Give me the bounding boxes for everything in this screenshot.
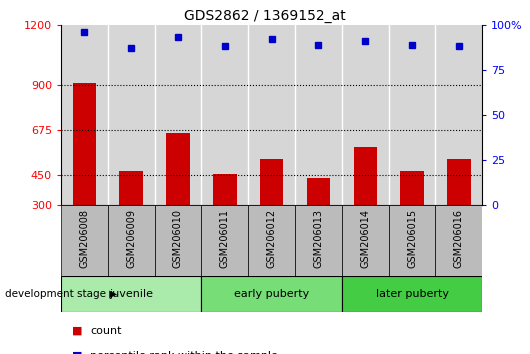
FancyBboxPatch shape [248, 205, 295, 276]
Bar [108, 25, 155, 205]
Bar [400, 171, 424, 266]
Bar [295, 25, 342, 205]
Bar [307, 178, 330, 266]
Text: GSM206010: GSM206010 [173, 209, 183, 268]
Text: GSM206013: GSM206013 [313, 209, 323, 268]
Bar [354, 147, 377, 266]
Text: ■: ■ [72, 326, 82, 336]
Bar [73, 83, 96, 266]
Bar [248, 25, 295, 205]
FancyBboxPatch shape [295, 205, 342, 276]
FancyBboxPatch shape [108, 205, 155, 276]
Bar [166, 133, 190, 266]
Bar [201, 25, 248, 205]
FancyBboxPatch shape [201, 276, 342, 312]
FancyBboxPatch shape [61, 205, 108, 276]
Bar [61, 25, 108, 205]
Text: development stage ▶: development stage ▶ [5, 289, 118, 299]
Text: count: count [90, 326, 121, 336]
Bar [388, 25, 436, 205]
Text: juvenile: juvenile [109, 289, 153, 299]
Text: GSM206015: GSM206015 [407, 209, 417, 268]
Text: percentile rank within the sample: percentile rank within the sample [90, 351, 278, 354]
Bar [436, 25, 482, 205]
Bar [155, 25, 201, 205]
Text: GDS2862 / 1369152_at: GDS2862 / 1369152_at [184, 9, 346, 23]
Text: GSM206009: GSM206009 [126, 209, 136, 268]
FancyBboxPatch shape [436, 205, 482, 276]
Bar [213, 174, 236, 266]
Text: early puberty: early puberty [234, 289, 309, 299]
Text: GSM206008: GSM206008 [80, 209, 90, 268]
FancyBboxPatch shape [61, 276, 201, 312]
Bar [342, 25, 388, 205]
Text: GSM206012: GSM206012 [267, 209, 277, 268]
Text: GSM206011: GSM206011 [220, 209, 230, 268]
Text: later puberty: later puberty [376, 289, 448, 299]
FancyBboxPatch shape [388, 205, 436, 276]
Text: ■: ■ [72, 351, 82, 354]
Text: GSM206014: GSM206014 [360, 209, 370, 268]
FancyBboxPatch shape [155, 205, 201, 276]
Bar [119, 171, 143, 266]
FancyBboxPatch shape [342, 205, 388, 276]
Bar [447, 159, 471, 266]
FancyBboxPatch shape [342, 276, 482, 312]
FancyBboxPatch shape [201, 205, 248, 276]
Text: GSM206016: GSM206016 [454, 209, 464, 268]
Bar [260, 159, 284, 266]
